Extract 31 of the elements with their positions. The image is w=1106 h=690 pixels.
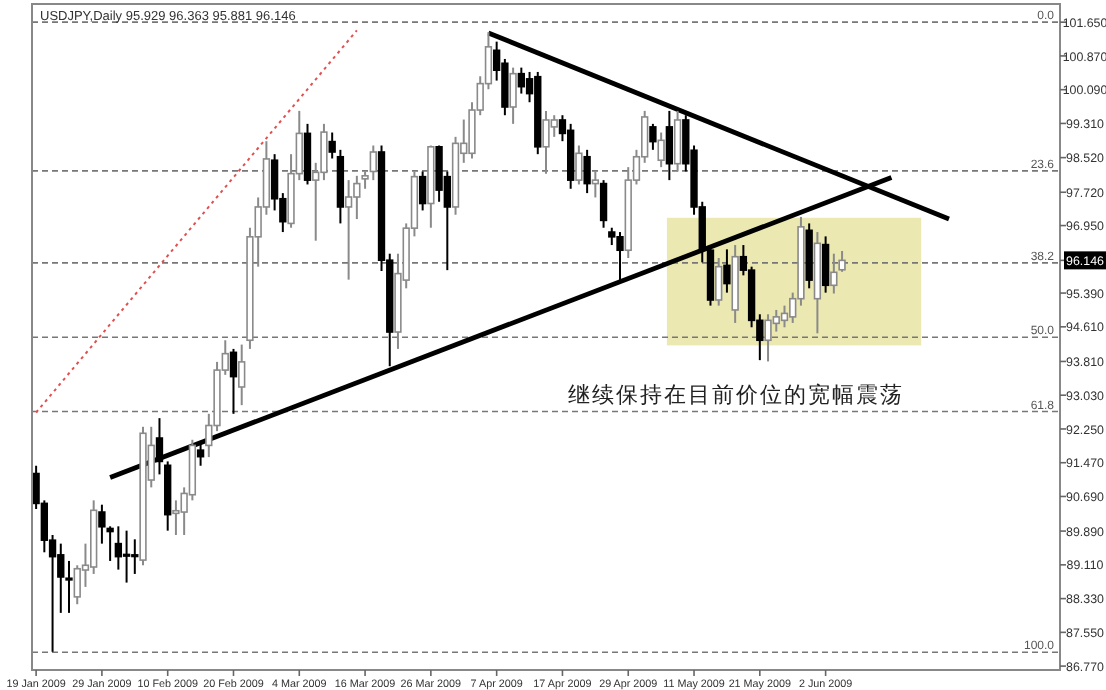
candlestick [344, 179, 353, 281]
candlestick [665, 109, 674, 182]
candlestick [542, 109, 550, 175]
candlestick [238, 343, 246, 407]
candlestick [764, 313, 772, 363]
candlestick [114, 525, 123, 571]
candlestick [723, 248, 731, 294]
candlestick [599, 179, 608, 229]
candlestick [657, 131, 665, 169]
candlestick [575, 144, 583, 186]
candlestick [229, 347, 238, 415]
candlestick [369, 144, 377, 182]
candlestick [517, 66, 526, 95]
candlestick [591, 170, 600, 199]
candlestick [780, 304, 789, 329]
candlestick [673, 109, 682, 173]
candlestick [772, 308, 780, 333]
candlestick [715, 257, 723, 307]
candlestick [509, 66, 517, 125]
candlestick [821, 235, 830, 294]
candlestick [583, 148, 591, 195]
candlestick [122, 529, 131, 584]
candlestick [196, 443, 205, 467]
candlestick [649, 122, 657, 151]
candlestick [830, 252, 838, 295]
candlestick [131, 538, 139, 575]
candlestick [303, 122, 312, 186]
candlestick [616, 231, 624, 282]
candlestick [155, 417, 164, 476]
candlestick [418, 170, 427, 212]
annotation: 继续保持在目前价位的宽幅震荡 [568, 382, 905, 408]
